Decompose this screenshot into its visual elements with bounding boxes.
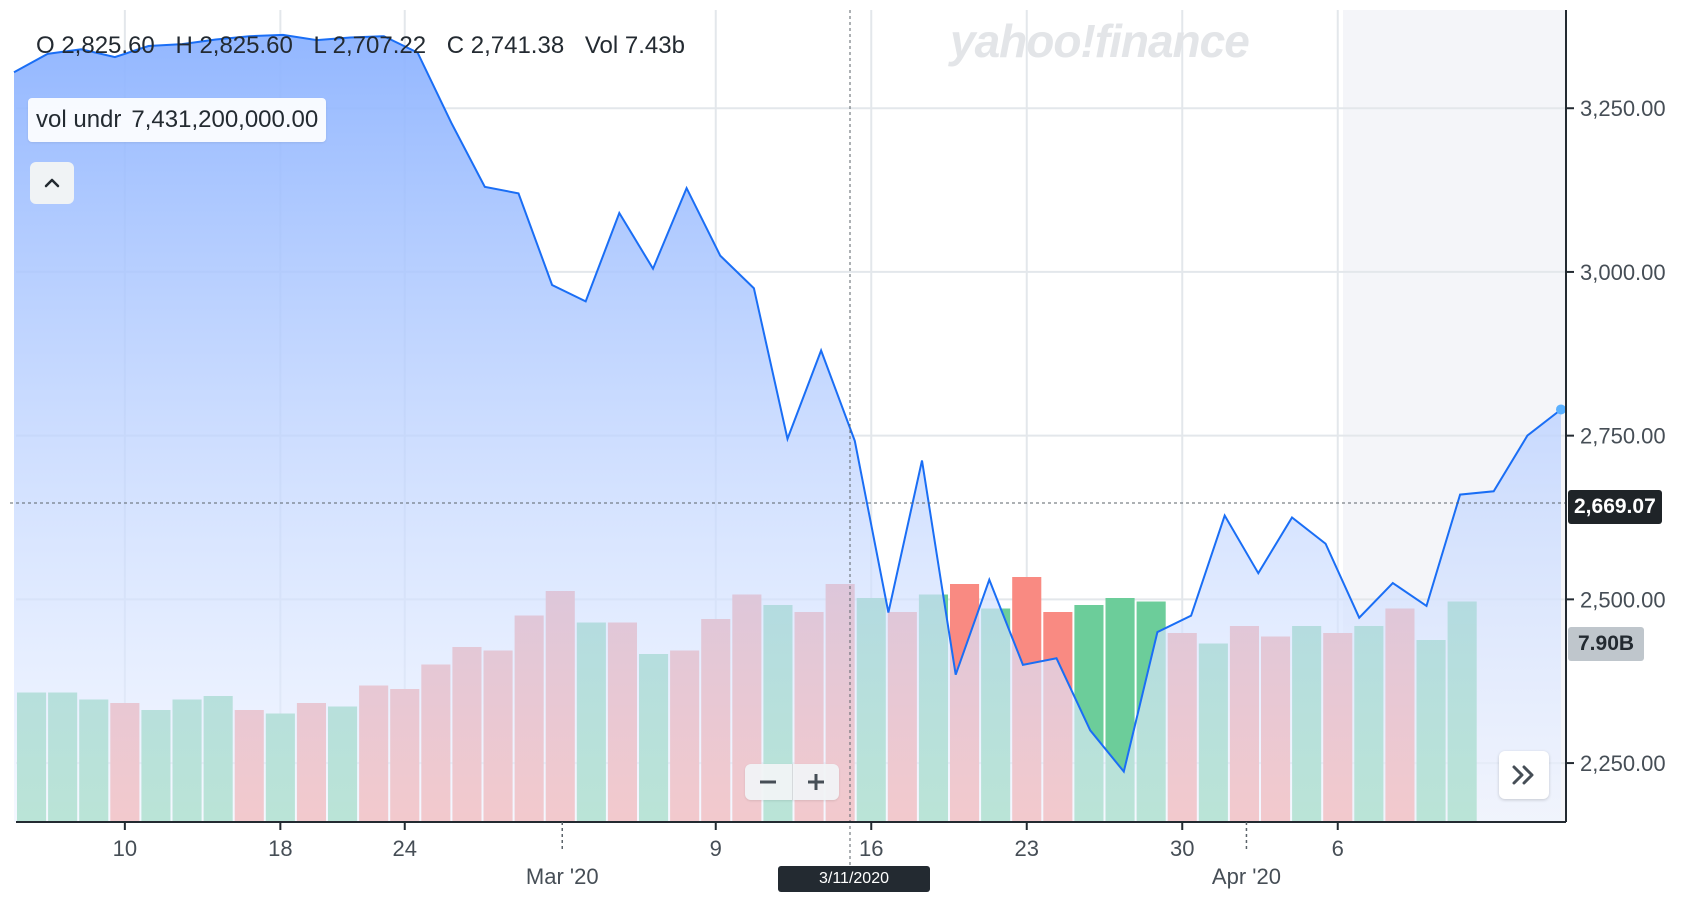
crosshair-date-label: 3/11/2020: [778, 866, 930, 892]
close-value: C 2,741.38: [446, 32, 565, 59]
x-tick-label: 6: [1332, 836, 1344, 861]
open-value: O 2,825.60: [36, 32, 155, 59]
zoom-in-button[interactable]: [793, 764, 840, 800]
x-axis-ticks: 10 18 24 9 16 23 30 6 Mar '20 Apr '20: [113, 822, 1344, 889]
collapse-button[interactable]: [30, 162, 74, 204]
tooltip-value: 7,431,200,000.00: [131, 106, 319, 133]
chevron-up-icon: [44, 178, 60, 188]
minus-icon: [760, 780, 777, 784]
crosshair-price-label: 2,669.07: [1568, 490, 1662, 524]
y-axis-ticks: 3,250.00 3,000.00 2,750.00 2,500.00 2,250.00: [1566, 96, 1666, 776]
volume-tooltip: vol undr 7,431,200,000.00: [28, 98, 327, 142]
tooltip-label: vol undr: [36, 106, 122, 133]
price-area: [14, 34, 1561, 822]
x-tick-label: 23: [1015, 836, 1039, 861]
y-tick-label: 3,000.00: [1580, 260, 1666, 285]
low-value: L 2,707.22: [313, 32, 427, 59]
x-tick-label: 30: [1170, 836, 1194, 861]
volume-value: Vol 7.43b: [584, 32, 685, 59]
x-month-label: Mar '20: [526, 864, 599, 889]
y-tick-label: 2,500.00: [1580, 587, 1666, 612]
crosshair-volume-label: 7.90B: [1568, 627, 1645, 661]
x-tick-label: 24: [393, 836, 417, 861]
last-price-dot: [1556, 404, 1566, 415]
fast-forward-button[interactable]: [1499, 751, 1549, 799]
yahoo-finance-watermark: yahoo!finance: [950, 15, 1250, 67]
ohlc-readout: O 2,825.60 H 2,825.60 L 2,707.22 C 2,741…: [36, 32, 699, 60]
zoom-controls: [745, 764, 839, 800]
y-tick-label: 2,750.00: [1580, 424, 1666, 449]
y-tick-label: 2,250.00: [1580, 751, 1666, 776]
x-tick-label: 10: [113, 836, 137, 861]
zoom-out-button[interactable]: [745, 764, 793, 800]
x-tick-label: 16: [859, 836, 883, 861]
price-line: [13, 33, 1562, 774]
high-value: H 2,825.60: [175, 32, 293, 59]
y-tick-label: 3,250.00: [1580, 96, 1666, 121]
x-month-label: Apr '20: [1212, 864, 1281, 889]
double-chevron-right-icon: [1512, 765, 1534, 785]
x-tick-label: 18: [268, 836, 292, 861]
plus-icon: [807, 774, 824, 790]
x-tick-label: 9: [710, 836, 722, 861]
